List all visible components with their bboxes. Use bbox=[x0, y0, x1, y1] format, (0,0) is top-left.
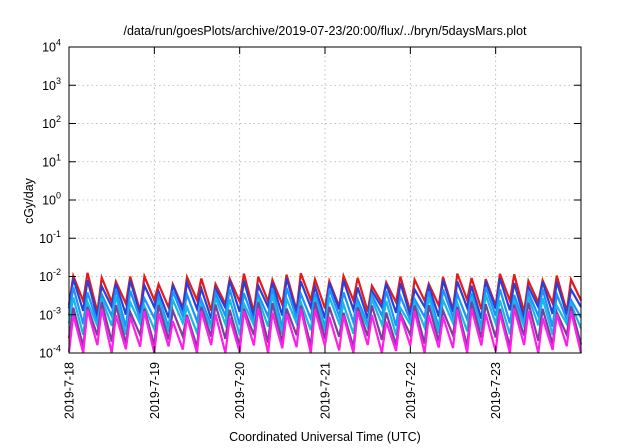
y-tick-label: 100 bbox=[42, 191, 61, 208]
y-tick-label: 10-3 bbox=[39, 305, 61, 322]
axes: 10-4 10-3 10-2 10-1 100 101 102 103 104 2019-7-18… bbox=[39, 38, 581, 419]
x-tick-label: 2019-7-22 bbox=[404, 362, 418, 419]
grid-lines bbox=[69, 47, 581, 353]
x-tick-label: 2019-7-21 bbox=[319, 362, 333, 419]
x-tick-label: 2019-7-23 bbox=[489, 362, 503, 419]
y-tick-label: 10-4 bbox=[39, 344, 61, 361]
x-tick-label: 2019-7-18 bbox=[63, 362, 77, 419]
y-tick-label: 10-2 bbox=[39, 267, 61, 284]
y-axis-label: cGy/day bbox=[22, 177, 36, 224]
y-tick-label: 101 bbox=[42, 152, 61, 169]
x-axis-label: Coordinated Universal Time (UTC) bbox=[229, 430, 421, 444]
x-tick-label: 2019-7-19 bbox=[148, 362, 162, 419]
y-tick-label: 102 bbox=[42, 114, 61, 131]
y-tick-label: 103 bbox=[42, 76, 61, 93]
y-tick-label: 10-1 bbox=[39, 229, 61, 246]
plot-frame bbox=[68, 46, 582, 354]
y-tick-label: 104 bbox=[42, 38, 61, 55]
chart-title: /data/run/goesPlots/archive/2019-07-23/2… bbox=[123, 24, 527, 38]
x-tick-label: 2019-7-20 bbox=[233, 362, 247, 419]
series-layer bbox=[67, 271, 583, 354]
